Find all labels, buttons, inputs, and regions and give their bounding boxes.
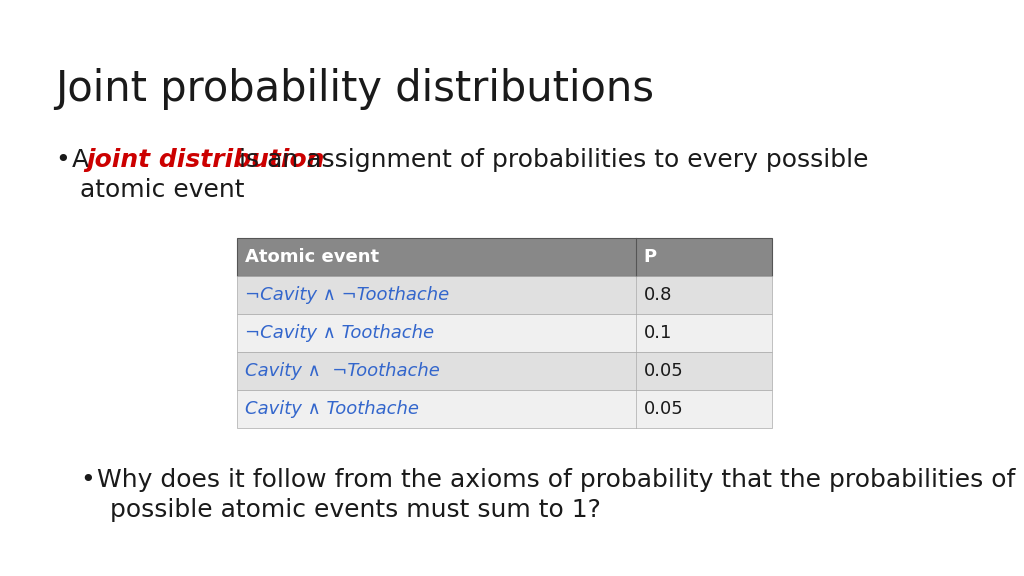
Text: ¬Cavity ∧ Toothache: ¬Cavity ∧ Toothache — [245, 324, 434, 342]
Text: Why does it follow from the axioms of probability that the probabilities of all: Why does it follow from the axioms of pr… — [97, 468, 1024, 492]
Text: ¬Cavity ∧ ¬Toothache: ¬Cavity ∧ ¬Toothache — [245, 286, 450, 304]
Text: 0.05: 0.05 — [643, 400, 683, 418]
Bar — [237, 352, 772, 390]
Bar — [237, 314, 772, 352]
Text: P: P — [643, 248, 656, 266]
Text: Cavity ∧ Toothache: Cavity ∧ Toothache — [245, 400, 419, 418]
Text: possible atomic events must sum to 1?: possible atomic events must sum to 1? — [110, 498, 601, 522]
Text: 0.8: 0.8 — [643, 286, 672, 304]
Text: is an assignment of probabilities to every possible: is an assignment of probabilities to eve… — [231, 148, 868, 172]
Text: Cavity ∧  ¬Toothache: Cavity ∧ ¬Toothache — [245, 362, 440, 380]
Bar — [237, 276, 772, 314]
Bar — [237, 390, 772, 428]
Text: A: A — [72, 148, 97, 172]
Text: Atomic event: Atomic event — [245, 248, 379, 266]
Bar — [237, 238, 772, 276]
Text: •: • — [80, 468, 95, 492]
Text: Joint probability distributions: Joint probability distributions — [55, 68, 654, 110]
Text: 0.1: 0.1 — [643, 324, 672, 342]
Text: 0.05: 0.05 — [643, 362, 683, 380]
Text: atomic event: atomic event — [80, 178, 245, 202]
Text: •: • — [55, 148, 70, 172]
Text: joint distribution: joint distribution — [86, 148, 325, 172]
